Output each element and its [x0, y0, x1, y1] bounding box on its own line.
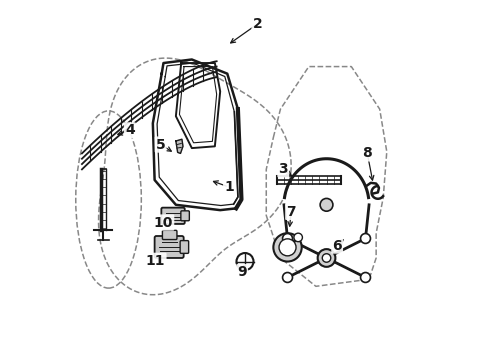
Text: 4: 4: [125, 123, 135, 138]
Circle shape: [318, 249, 335, 267]
Polygon shape: [176, 139, 183, 153]
Circle shape: [283, 234, 293, 243]
Circle shape: [273, 233, 302, 261]
Circle shape: [294, 233, 302, 242]
Text: 5: 5: [156, 138, 166, 152]
Text: 7: 7: [286, 205, 296, 219]
FancyBboxPatch shape: [155, 236, 184, 258]
Circle shape: [361, 273, 370, 283]
Text: 10: 10: [154, 216, 173, 230]
FancyBboxPatch shape: [161, 208, 185, 224]
FancyBboxPatch shape: [162, 230, 177, 239]
Text: 3: 3: [278, 162, 288, 176]
Text: 8: 8: [363, 147, 372, 161]
Circle shape: [322, 254, 331, 262]
FancyBboxPatch shape: [181, 211, 189, 221]
Text: 9: 9: [237, 265, 247, 279]
Circle shape: [320, 198, 333, 211]
Circle shape: [361, 234, 370, 243]
Text: 1: 1: [224, 180, 234, 194]
FancyBboxPatch shape: [180, 240, 189, 253]
Circle shape: [283, 273, 293, 283]
Circle shape: [279, 239, 296, 256]
Text: 11: 11: [146, 254, 166, 268]
Text: 6: 6: [332, 239, 342, 253]
Text: 2: 2: [252, 17, 262, 31]
